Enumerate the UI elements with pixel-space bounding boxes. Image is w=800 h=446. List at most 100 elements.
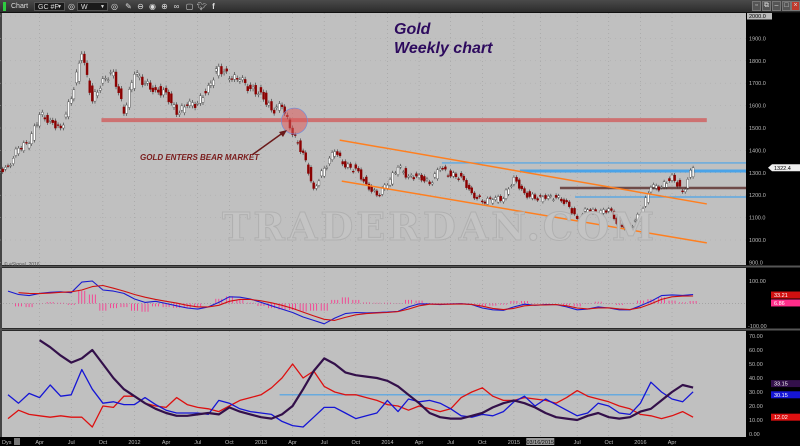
candle-down (483, 201, 487, 204)
link-chain-icon[interactable]: ∞ (173, 2, 180, 11)
channel-lower-line (341, 180, 707, 244)
candle-down (378, 194, 381, 197)
candle-up (602, 209, 605, 214)
interval-link-icon[interactable]: ◎ (111, 2, 118, 11)
price-tick-label: 1800.0 (749, 59, 766, 65)
candle-down (349, 163, 352, 168)
macd-panel (0, 268, 746, 328)
dmi-tick-label: 0.00 (749, 432, 760, 438)
candle-down (236, 78, 239, 80)
dmi-panel (0, 331, 746, 437)
price-top-tag (747, 13, 772, 20)
candle-down (610, 208, 613, 211)
candle-up (146, 81, 149, 84)
candle-up (380, 187, 384, 195)
candle-down (357, 168, 360, 172)
close-button[interactable]: × (791, 1, 800, 11)
candle-down (573, 208, 576, 215)
restore-button[interactable]: ⧉ (762, 1, 771, 11)
date-tick-label: Jul (68, 440, 75, 446)
date-tick-label: 2014 (381, 440, 393, 446)
candle-up (510, 185, 513, 187)
candle-down (272, 109, 276, 114)
interval-value: W (81, 4, 88, 11)
histogram-value-tag (771, 299, 800, 307)
candle-up (196, 103, 199, 105)
candle-up (30, 133, 33, 144)
candle-up (504, 189, 508, 199)
candle-down (657, 186, 661, 191)
candle-down (404, 168, 408, 178)
chart-canvas[interactable]: 1900.0 1800.0 1700.0 1600.0 1500.0 1400.0 1300… (0, 13, 800, 446)
interval-input[interactable]: W ▼ (77, 2, 108, 11)
candle-up (586, 209, 589, 216)
facebook-icon[interactable]: f (212, 2, 215, 11)
zoom-in-icon[interactable]: ⊕ (161, 2, 168, 11)
candle-down (446, 175, 450, 177)
candle-up (599, 210, 603, 215)
candle-down (475, 197, 479, 199)
candle-down (19, 147, 23, 150)
candle-down (265, 92, 268, 105)
candle-down (149, 82, 152, 90)
candle-up (191, 102, 194, 107)
candle-up (251, 86, 255, 89)
candle-down (375, 190, 379, 196)
candle-up (217, 66, 221, 77)
candle-down (270, 101, 273, 111)
dmi-tick-label: 60.00 (749, 348, 763, 354)
candle-up (373, 189, 376, 191)
pin-button[interactable]: ▫ (752, 1, 761, 11)
date-tick-label: Oct (99, 440, 108, 446)
candle-down (589, 209, 592, 213)
price-tick-label: 1300.0 (749, 171, 766, 177)
candle-down (473, 192, 476, 199)
candle-down (344, 161, 347, 168)
candle-down (489, 197, 492, 199)
candle-up (38, 114, 41, 127)
candle-up (222, 71, 226, 73)
candle-up (207, 85, 210, 93)
candle-up (597, 214, 600, 217)
candle-up (644, 197, 647, 207)
candle-up (128, 89, 131, 108)
candle-up (133, 74, 136, 89)
candle-up (639, 214, 642, 216)
candle-down (85, 62, 89, 75)
calendar-icon (14, 438, 20, 445)
candle-up (317, 180, 321, 186)
candle-down (620, 225, 624, 227)
symbol-input[interactable]: GC #F ▼ (34, 2, 65, 11)
zoom-out-icon[interactable]: ⊖ (137, 2, 144, 11)
candle-up (591, 209, 595, 214)
pencil-icon[interactable]: ✎ (125, 2, 132, 11)
candle-down (515, 177, 518, 182)
candle-down (259, 87, 263, 93)
date-tick-label: 2012 (128, 440, 140, 446)
date-tick-label: 2015 (508, 440, 520, 446)
cursor-date-tag (526, 438, 555, 445)
minimize-button[interactable]: – (772, 1, 781, 11)
candle-up (278, 103, 281, 111)
watermark: TRADERDAN.COM (221, 204, 658, 250)
callout-arrowhead (279, 130, 287, 137)
candle-down (470, 187, 473, 194)
dropdown-arrow-icon: ▼ (57, 4, 62, 10)
candle-up (48, 119, 52, 122)
candle-down (91, 85, 94, 102)
candle-down (604, 210, 608, 213)
candle-up (660, 187, 663, 189)
adx-value-label: 33.15 (774, 382, 788, 388)
twitter-icon[interactable]: 🐦︎ (197, 2, 208, 11)
candle-down (528, 191, 531, 197)
candle-up (212, 79, 215, 86)
comment-icon[interactable]: ▢ (185, 2, 194, 11)
maximize-button[interactable]: □ (782, 1, 791, 11)
link-icon[interactable]: ◎ (68, 2, 75, 11)
candle-down (59, 125, 62, 129)
candle-down (681, 190, 684, 193)
candle-up (452, 172, 455, 177)
circle-icon[interactable]: ◉ (149, 2, 156, 11)
price-tick-label: 1100.0 (749, 216, 765, 222)
candle-down (615, 218, 618, 224)
